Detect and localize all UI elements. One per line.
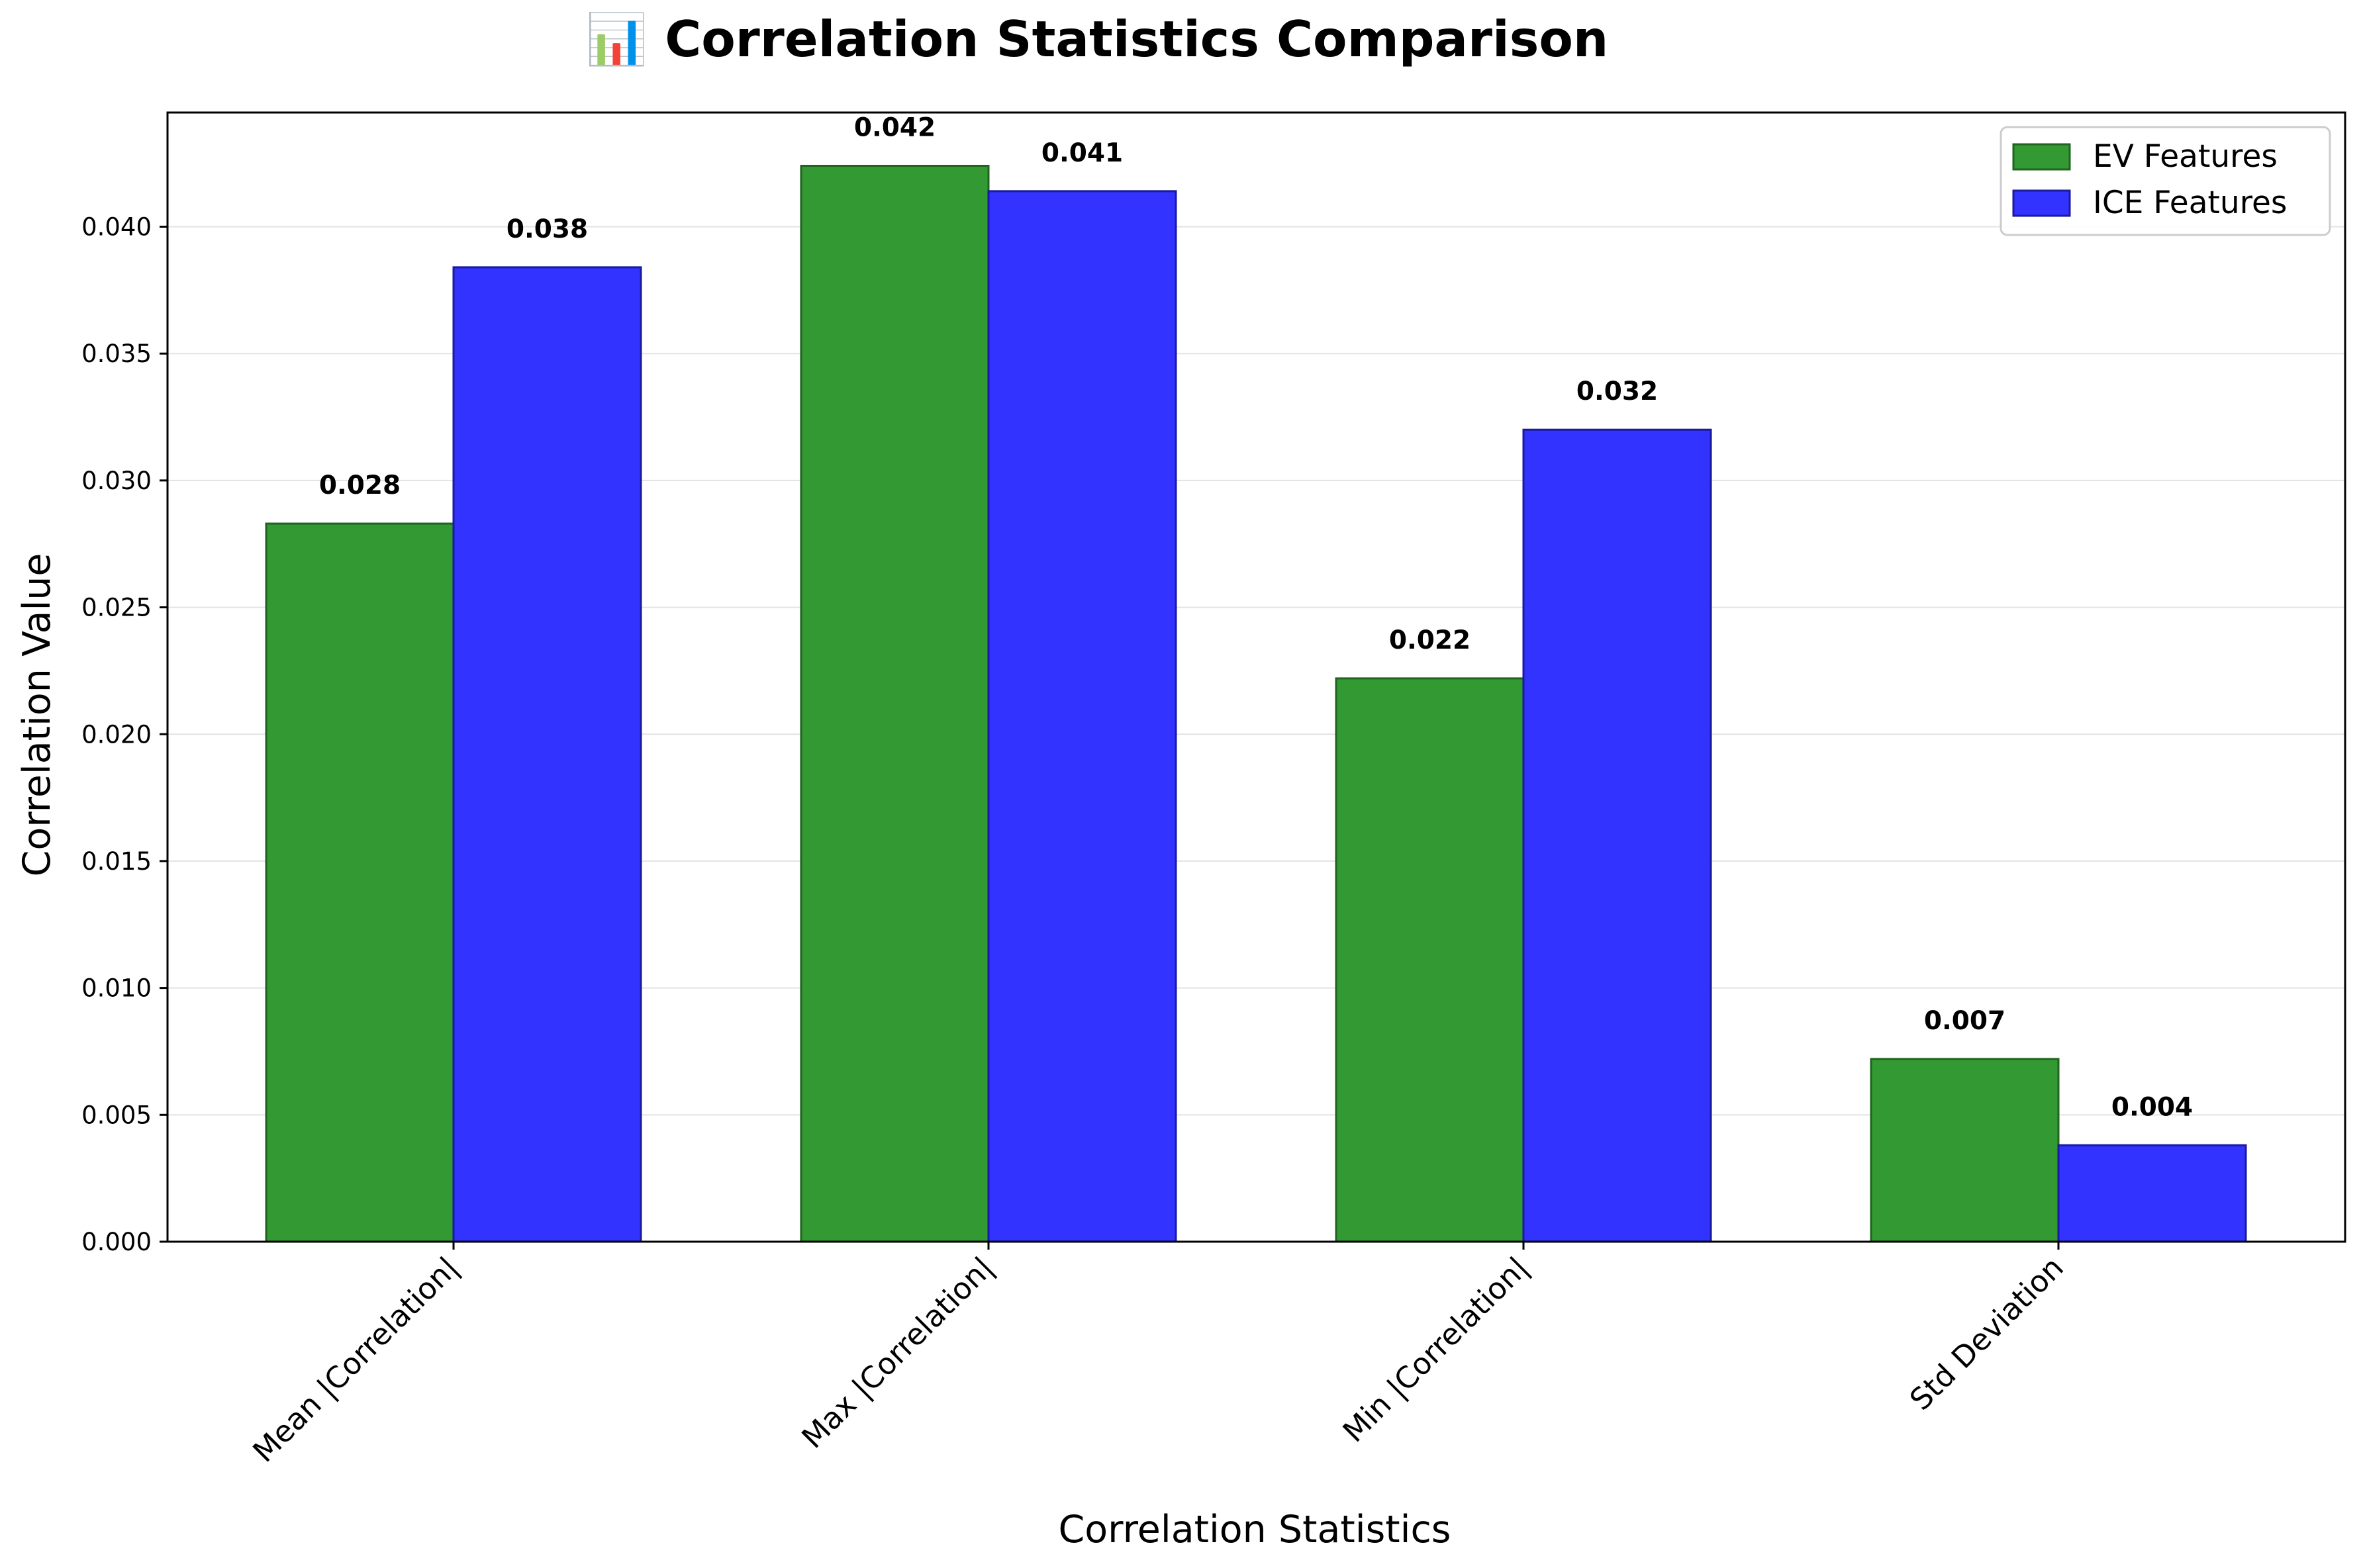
y-tick-label: 0.030	[81, 467, 152, 495]
y-tick-label: 0.020	[81, 720, 152, 749]
bar-ice-1	[987, 190, 1177, 1243]
bar-ev-1	[800, 165, 990, 1243]
legend-swatch	[2012, 143, 2071, 171]
data-label: 0.032	[1576, 377, 1658, 406]
x-axis-label: Correlation Statistics	[1059, 1508, 1451, 1551]
x-tick-label: Std Deviation	[1903, 1250, 2070, 1417]
y-tick-label: 0.040	[81, 213, 152, 242]
data-label: 0.022	[1389, 625, 1471, 655]
data-labels: 0.028 0.038 0.042 0.041 0.022 0.032 0.007 0.004	[319, 113, 2193, 1123]
data-label: 0.042	[854, 113, 936, 143]
x-tick-label: Max |Correlation|	[795, 1250, 1000, 1455]
legend-swatch	[2012, 189, 2071, 217]
y-tick-label: 0.005	[81, 1101, 152, 1129]
bar-ice-2	[1522, 428, 1712, 1243]
y-tick-label: 0.035	[81, 340, 152, 368]
plot-frame	[166, 111, 2346, 1243]
bar-ice-3	[2057, 1144, 2247, 1243]
y-tick-label: 0.000	[81, 1228, 152, 1256]
legend-label: ICE Features	[2093, 185, 2287, 221]
bar-ev-2	[1335, 677, 1525, 1243]
bar-ev-3	[1870, 1058, 2060, 1243]
y-tick-label: 0.015	[81, 847, 152, 876]
y-axis-label: Correlation Value	[15, 553, 59, 877]
bars	[265, 165, 2247, 1243]
data-label: 0.028	[319, 471, 401, 500]
bar-ev-0	[265, 522, 455, 1243]
data-label: 0.004	[2111, 1092, 2193, 1122]
data-label: 0.041	[1041, 138, 1123, 168]
legend: EV Features ICE Features	[2000, 126, 2331, 236]
legend-label: EV Features	[2093, 138, 2278, 175]
data-label: 0.007	[1924, 1006, 2005, 1036]
x-tick-label: Mean |Correlation|	[246, 1250, 465, 1469]
x-axis: Mean |Correlation| Max |Correlation| Min |…	[246, 1242, 2070, 1469]
y-tick-label: 0.025	[81, 594, 152, 622]
y-tick-label: 0.010	[81, 974, 152, 1003]
legend-box	[2000, 126, 2331, 236]
data-label: 0.038	[506, 214, 588, 244]
chart-title: 📊 Correlation Statistics Comparison	[586, 10, 1609, 68]
bar-ice-0	[452, 266, 642, 1243]
y-axis: 0.000 0.005 0.010 0.015 0.020 0.025 0.030 0.035…	[81, 213, 168, 1256]
x-tick-label: Min |Correlation|	[1336, 1250, 1535, 1449]
